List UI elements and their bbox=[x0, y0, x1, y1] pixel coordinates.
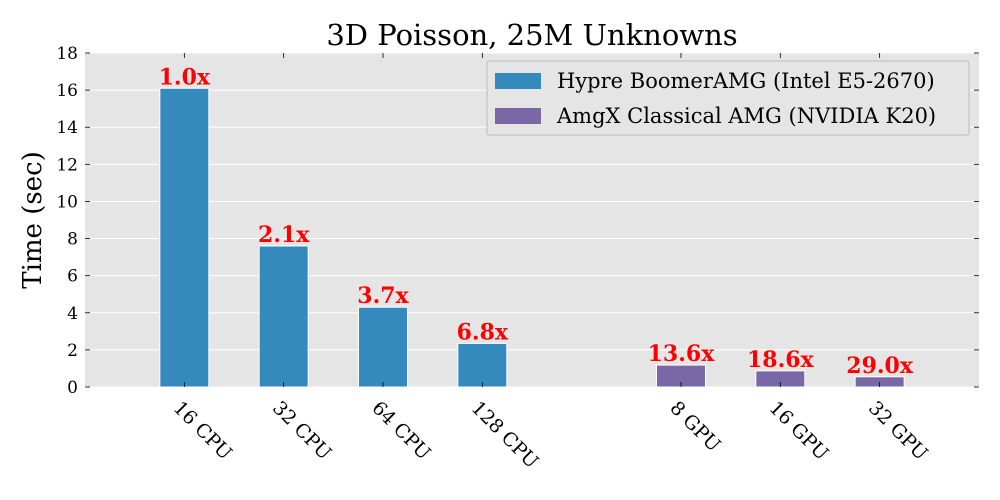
y-tick-label: 12 bbox=[56, 155, 78, 175]
legend-swatch bbox=[495, 73, 541, 89]
y-tick-label: 16 bbox=[56, 81, 78, 101]
bar bbox=[357, 306, 408, 388]
legend-box bbox=[486, 60, 970, 136]
legend: Hypre BoomerAMG (Intel E5-2670) AmgX Clas… bbox=[486, 60, 970, 136]
y-tick-label: 6 bbox=[67, 267, 78, 287]
bar-data-label: 29.0x bbox=[846, 353, 914, 379]
legend-label: Hypre BoomerAMG (Intel E5-2670) bbox=[557, 69, 935, 93]
chart-title: 3D Poisson, 25M Unknowns bbox=[326, 18, 737, 52]
bar-data-label: 1.0x bbox=[159, 64, 211, 90]
y-tick-label: 10 bbox=[56, 192, 78, 212]
x-tick-label: 32 CPU bbox=[268, 397, 335, 464]
y-axis-label: Time (sec) bbox=[18, 151, 48, 289]
y-tick-label: 0 bbox=[67, 378, 78, 398]
bar bbox=[159, 87, 210, 388]
x-tick-label: 16 GPU bbox=[765, 397, 833, 465]
x-tick-label: 64 CPU bbox=[367, 397, 434, 464]
bar-data-label: 6.8x bbox=[457, 319, 509, 345]
x-tick-label: 16 CPU bbox=[169, 397, 236, 464]
bar bbox=[457, 342, 508, 388]
x-tick-label: 8 GPU bbox=[665, 397, 724, 456]
x-tick-label: 128 CPU bbox=[467, 397, 543, 473]
x-tick-label: 32 GPU bbox=[864, 397, 932, 465]
y-tick-label: 2 bbox=[67, 341, 78, 361]
y-tick-label: 18 bbox=[56, 44, 78, 64]
bar bbox=[258, 245, 309, 388]
y-tick-label: 4 bbox=[67, 304, 78, 324]
bar-data-label: 3.7x bbox=[357, 283, 409, 309]
legend-swatch bbox=[495, 108, 541, 124]
bar-data-label: 18.6x bbox=[747, 347, 815, 373]
bar-data-label: 2.1x bbox=[258, 222, 310, 248]
y-tick-label: 14 bbox=[56, 118, 78, 138]
bar-data-label: 13.6x bbox=[648, 341, 716, 367]
y-tick-label: 8 bbox=[67, 230, 78, 250]
legend-label: AmgX Classical AMG (NVIDIA K20) bbox=[556, 104, 936, 128]
